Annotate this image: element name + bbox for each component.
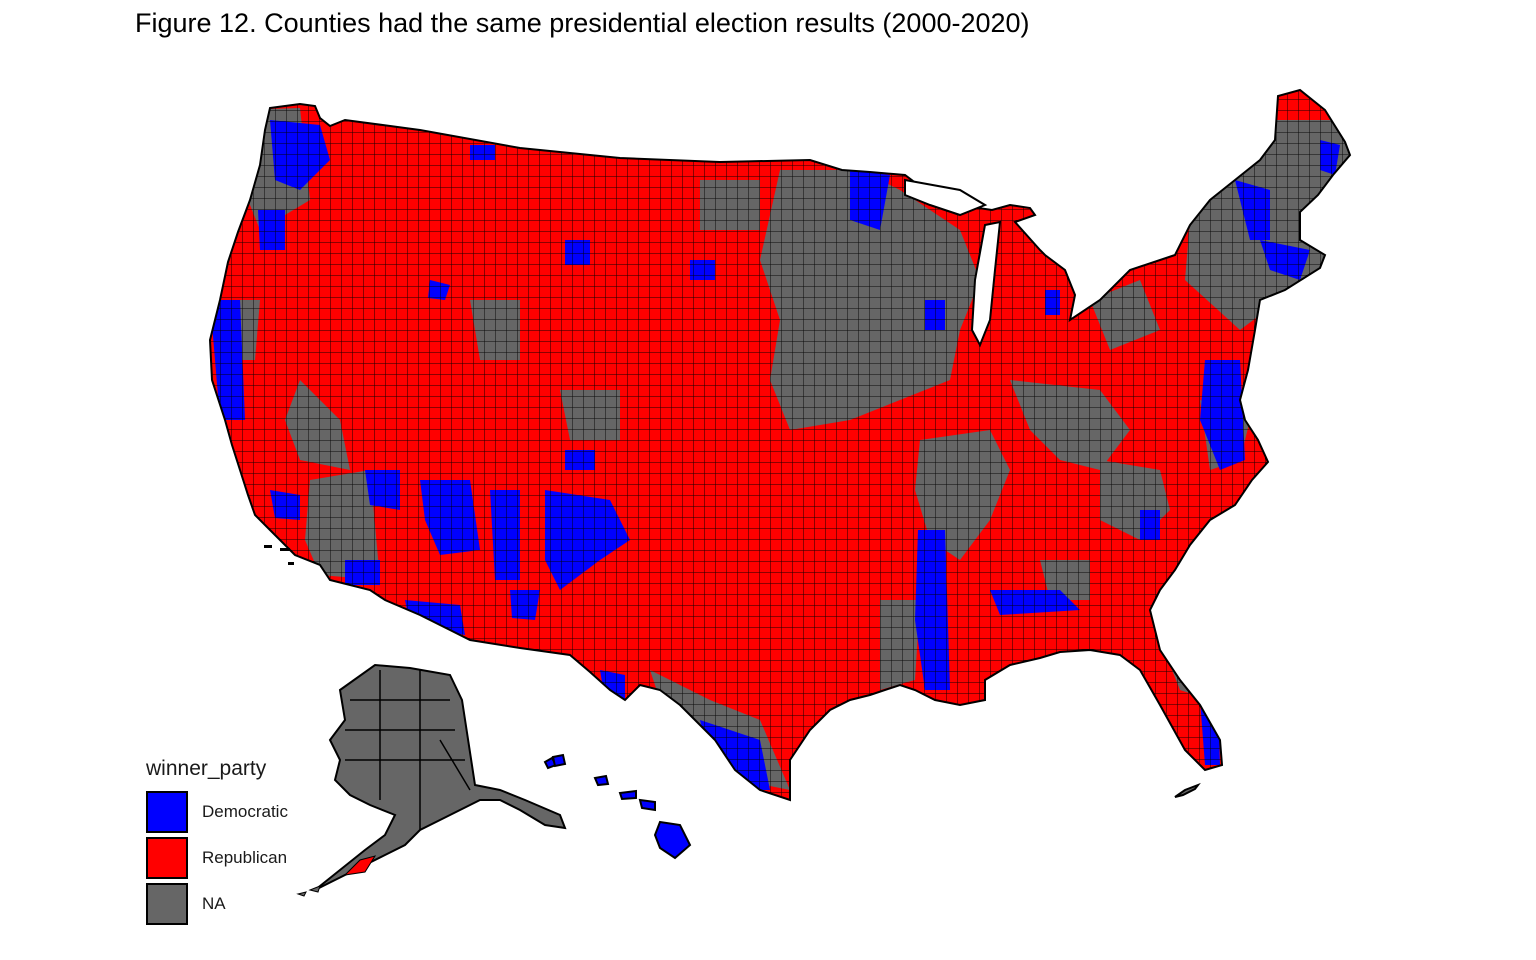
legend-swatch-republican [146,837,188,879]
legend-label-democratic: Democratic [202,802,288,821]
legend-swatch-na [146,883,188,925]
florida-keys [1174,782,1201,798]
legend-item-democratic: Democratic [146,789,288,835]
legend-label-republican: Republican [202,848,288,867]
hawaii [543,753,692,860]
alaska [296,663,567,897]
legend-title: winner_party [146,757,267,780]
figure-title: Figure 12. Counties had the same preside… [135,8,1030,38]
legend: winner_party Democratic Republican NA [146,757,288,927]
legend-swatch-democratic [146,791,188,833]
legend-label-na: NA [202,894,226,913]
channel-islands [264,545,294,565]
legend-item-na: NA [146,881,288,927]
lake-michigan [970,220,1002,348]
legend-item-republican: Republican [146,835,288,881]
lake-superior [904,178,988,217]
